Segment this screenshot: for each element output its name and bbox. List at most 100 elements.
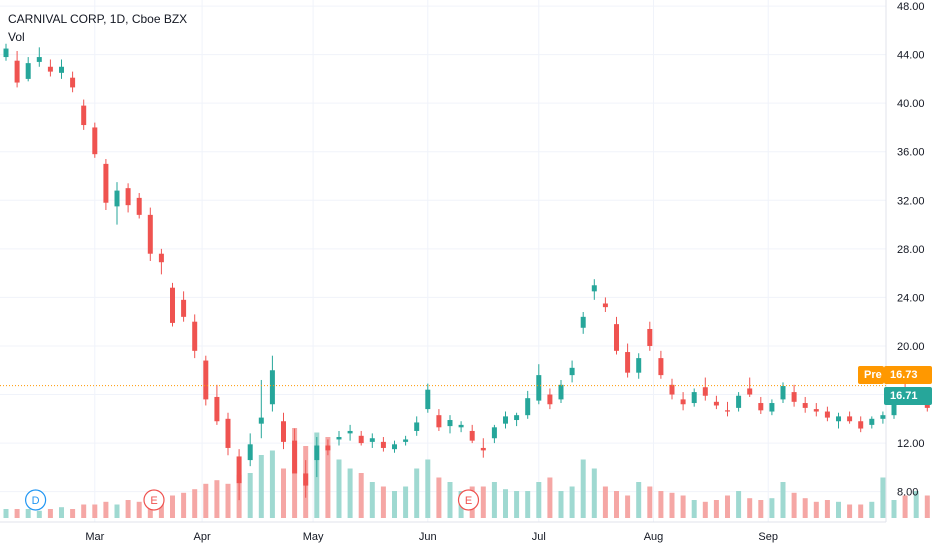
volume-bar bbox=[714, 500, 719, 518]
y-tick-label: 48.00 bbox=[897, 1, 925, 13]
candle-body bbox=[803, 403, 808, 408]
volume-bar bbox=[170, 496, 175, 519]
volume-bar bbox=[70, 509, 75, 518]
candle-body bbox=[115, 191, 120, 207]
candle-body bbox=[281, 421, 286, 442]
candle-body bbox=[570, 368, 575, 375]
candle-body bbox=[625, 352, 630, 373]
volume-bar bbox=[381, 487, 386, 519]
candle-body bbox=[359, 436, 364, 443]
x-tick-label: Mar bbox=[85, 531, 104, 543]
candle-body bbox=[880, 415, 885, 419]
symbol-title[interactable]: CARNIVAL CORP, 1D, Cboe BZX bbox=[8, 10, 187, 28]
candle-body bbox=[470, 431, 475, 441]
volume-bar bbox=[581, 460, 586, 519]
volume-bar bbox=[858, 505, 863, 519]
volume-bar bbox=[514, 491, 519, 518]
volume-bar bbox=[692, 500, 697, 518]
candle-body bbox=[337, 437, 342, 439]
volume-bar bbox=[92, 505, 97, 519]
y-tick-label: 40.00 bbox=[897, 98, 925, 110]
candle-body bbox=[769, 403, 774, 411]
dividend-marker[interactable]: D bbox=[26, 490, 46, 510]
y-tick-label: 32.00 bbox=[897, 195, 925, 207]
volume-bar bbox=[248, 473, 253, 518]
candlestick bbox=[203, 356, 208, 406]
candle-body bbox=[392, 444, 397, 449]
volume-bar bbox=[869, 502, 874, 518]
volume-bar bbox=[636, 482, 641, 518]
candle-body bbox=[159, 254, 164, 262]
volume-bar bbox=[4, 509, 9, 518]
candle-body bbox=[847, 416, 852, 421]
candle-body bbox=[214, 397, 219, 421]
candle-body bbox=[459, 425, 464, 427]
volume-bar bbox=[647, 487, 652, 519]
volume-legend-label[interactable]: Vol bbox=[8, 28, 187, 46]
candle-body bbox=[725, 410, 730, 411]
candle-body bbox=[614, 324, 619, 351]
candle-body bbox=[126, 188, 131, 205]
candle-body bbox=[325, 446, 330, 451]
volume-bar bbox=[137, 502, 142, 518]
y-tick-label: 28.00 bbox=[897, 244, 925, 256]
candle-body bbox=[181, 300, 186, 317]
candle-body bbox=[170, 288, 175, 323]
candle-body bbox=[37, 57, 42, 62]
candle-body bbox=[692, 392, 697, 403]
chart-legend: CARNIVAL CORP, 1D, Cboe BZX Vol bbox=[8, 10, 187, 46]
volume-bar bbox=[814, 502, 819, 518]
volume-bar bbox=[403, 487, 408, 519]
candle-body bbox=[448, 420, 453, 426]
candlestick bbox=[92, 123, 97, 158]
volume-bar bbox=[681, 496, 686, 519]
x-tick-label: Apr bbox=[194, 531, 211, 543]
candle-body bbox=[647, 329, 652, 346]
marker-label: D bbox=[32, 495, 40, 507]
volume-bar bbox=[259, 455, 264, 518]
volume-bar bbox=[525, 491, 530, 518]
candle-body bbox=[192, 322, 197, 351]
volume-bar bbox=[481, 487, 486, 519]
x-tick-label: Jun bbox=[419, 531, 437, 543]
candle-body bbox=[92, 127, 97, 154]
volume-bar bbox=[348, 469, 353, 519]
volume-bar bbox=[370, 482, 375, 518]
volume-bar bbox=[903, 496, 908, 519]
candle-body bbox=[70, 78, 75, 88]
candle-body bbox=[681, 399, 686, 404]
candle-body bbox=[381, 442, 386, 448]
volume-bar bbox=[769, 498, 774, 518]
candle-body bbox=[858, 421, 863, 428]
volume-bar bbox=[448, 482, 453, 518]
x-tick-label: Sep bbox=[758, 531, 778, 543]
y-tick-label: 8.00 bbox=[897, 487, 918, 499]
x-tick-label: May bbox=[303, 531, 324, 543]
candle-body bbox=[270, 370, 275, 404]
volume-bar bbox=[270, 451, 275, 519]
candle-body bbox=[603, 303, 608, 307]
candle-body bbox=[547, 395, 552, 405]
marker-label: E bbox=[150, 495, 157, 507]
volume-bar bbox=[359, 473, 364, 518]
earnings-marker[interactable]: E bbox=[459, 490, 479, 510]
candle-body bbox=[747, 388, 752, 394]
candle-body bbox=[259, 418, 264, 424]
volume-bar bbox=[670, 493, 675, 518]
candle-body bbox=[203, 361, 208, 400]
volume-bar bbox=[37, 511, 42, 518]
volume-bar bbox=[81, 505, 86, 519]
candle-body bbox=[592, 285, 597, 291]
x-tick-label: Aug bbox=[644, 531, 664, 543]
volume-bar bbox=[203, 484, 208, 518]
volume-bar bbox=[747, 498, 752, 518]
volume-bar bbox=[48, 509, 53, 518]
volume-bar bbox=[103, 502, 108, 518]
candle-body bbox=[59, 67, 64, 73]
volume-bar bbox=[15, 509, 20, 518]
candle-body bbox=[869, 419, 874, 425]
earnings-marker[interactable]: E bbox=[144, 490, 164, 510]
marker-label: E bbox=[465, 495, 472, 507]
